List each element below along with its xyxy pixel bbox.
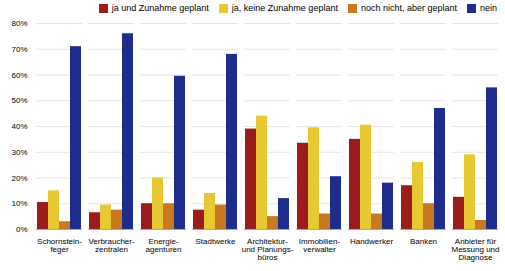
svg-text:Immobilien-verwalter: Immobilien-verwalter	[299, 237, 341, 254]
svg-text:80%: 80%	[11, 19, 27, 28]
svg-text:Schornstein-feger: Schornstein-feger	[37, 237, 82, 254]
html-text:noch nicht, aber geplant: noch nicht, aber geplant	[360, 3, 457, 13]
svg-text:40%: 40%	[11, 122, 27, 131]
svg-text:Architektur-und Planungs-büros: Architektur-und Planungs-büros	[242, 237, 294, 262]
svg-text:Stadtwerke: Stadtwerke	[195, 237, 236, 246]
svg-text:Anbieter fürMessung undDiagnos: Anbieter fürMessung undDiagnose	[451, 237, 499, 262]
svg-text:Verbraucher-zentralen: Verbraucher-zentralen	[88, 237, 135, 254]
html-text:ja und Zunahme geplant: ja und Zunahme geplant	[111, 3, 209, 13]
svg-text:70%: 70%	[11, 45, 27, 54]
svg-text:0%: 0%	[16, 225, 28, 234]
html-text:nein: nein	[480, 3, 497, 13]
svg-text:30%: 30%	[11, 148, 27, 157]
svg-text:20%: 20%	[11, 174, 27, 183]
svg-text:Handwerker: Handwerker	[350, 237, 393, 246]
html-text:ja, keine Zunahme geplant: ja, keine Zunahme geplant	[231, 3, 338, 13]
svg-text:Banken: Banken	[410, 237, 437, 246]
svg-text:60%: 60%	[11, 71, 27, 80]
svg-text:50%: 50%	[11, 96, 27, 105]
svg-text:Energie-agenturen: Energie-agenturen	[145, 237, 181, 254]
svg-text:10%: 10%	[11, 199, 27, 208]
